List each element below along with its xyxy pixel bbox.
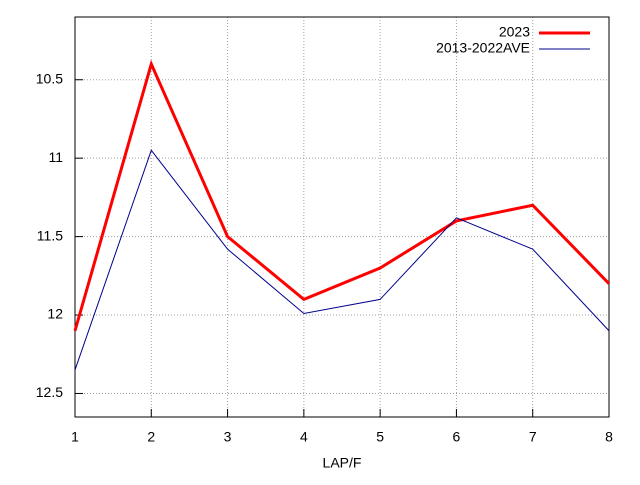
y-tick-label: 11 [48, 149, 63, 165]
x-axis-label: LAP/F [323, 455, 362, 471]
x-tick-label: 6 [453, 429, 461, 445]
y-tick-label: 12 [47, 306, 63, 322]
x-tick-label: 8 [605, 429, 613, 445]
legend-label: 2023 [499, 24, 530, 40]
x-tick-label: 3 [224, 429, 232, 445]
series-line [73, 59, 611, 332]
x-tick-label: 7 [529, 429, 537, 445]
x-tick-label: 1 [71, 429, 79, 445]
series-line [74, 149, 610, 371]
x-tick-label: 5 [376, 429, 384, 445]
y-tick-label: 12.5 [36, 384, 63, 400]
x-tick-label: 4 [300, 429, 308, 445]
y-tick-label: 10.5 [36, 70, 63, 86]
plot-frame [74, 16, 610, 418]
legend-label: 2013-2022AVE [436, 40, 530, 56]
y-tick-label: 11.5 [37, 227, 63, 243]
x-tick-label: 2 [147, 429, 155, 445]
